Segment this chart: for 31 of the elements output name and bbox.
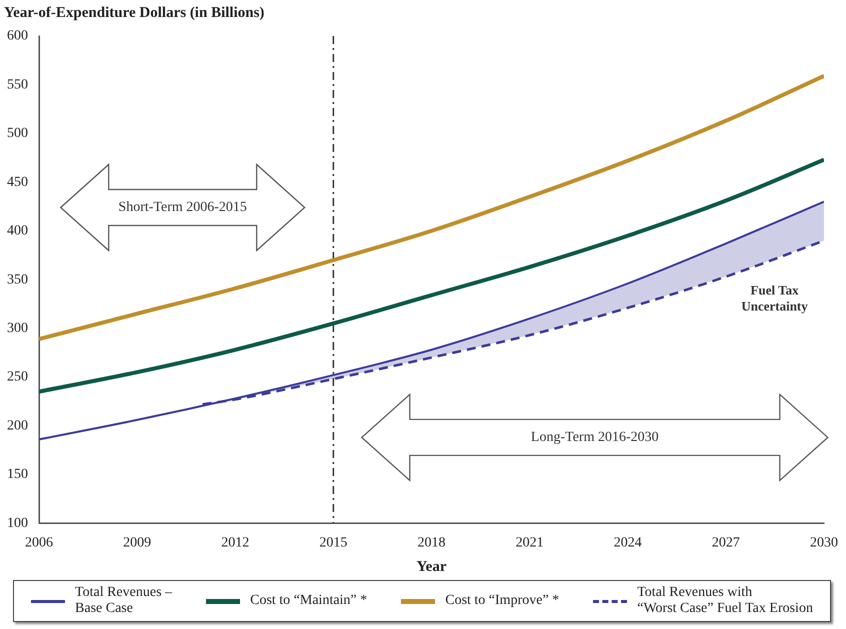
x-tick-label: 2012: [221, 535, 250, 550]
x-tick-label: 2006: [25, 535, 53, 550]
legend-label: Cost to “Maintain” *: [250, 593, 368, 609]
y-tick-label: 400: [7, 224, 28, 239]
y-tick-label: 350: [7, 272, 28, 288]
annotation: Long-Term 2016-2030: [530, 430, 659, 446]
x-tick-label: 2027: [712, 535, 740, 550]
line-series: [39, 158, 824, 394]
x-tick-label: 2009: [123, 535, 152, 550]
x-tick-label: 2030: [810, 535, 838, 550]
x-tick-label: 2015: [319, 535, 348, 550]
y-tick-label: 100: [7, 516, 28, 531]
line-series: [39, 74, 824, 342]
annotation: Fuel Tax Uncertainty: [741, 282, 808, 314]
legend-label: Total Revenues – Base Case: [75, 585, 172, 617]
y-tick-label: 250: [7, 370, 28, 385]
y-tick-label: 150: [7, 467, 28, 482]
x-tick-label: 2024: [614, 535, 642, 550]
y-tick-label: 300: [7, 320, 28, 336]
legend-label: Total Revenues with “Worst Case” Fuel Tax Erosion: [637, 585, 813, 617]
y-tick-label: 200: [7, 418, 28, 434]
x-tick-label: 2021: [516, 535, 544, 550]
y-tick-label: 600: [7, 28, 28, 44]
x-tick-label: 2018: [418, 535, 446, 550]
y-tick-label: 450: [7, 174, 28, 190]
x-axis-title: Year: [416, 558, 447, 575]
y-tick-label: 500: [7, 126, 28, 142]
legend-label: Cost to “Improve” *: [445, 593, 560, 609]
y-tick-label: 550: [7, 77, 28, 92]
chart-title: Year-of-Expenditure Dollars (in Billions): [4, 4, 264, 21]
annotation: Short-Term 2006-2015: [118, 200, 247, 216]
